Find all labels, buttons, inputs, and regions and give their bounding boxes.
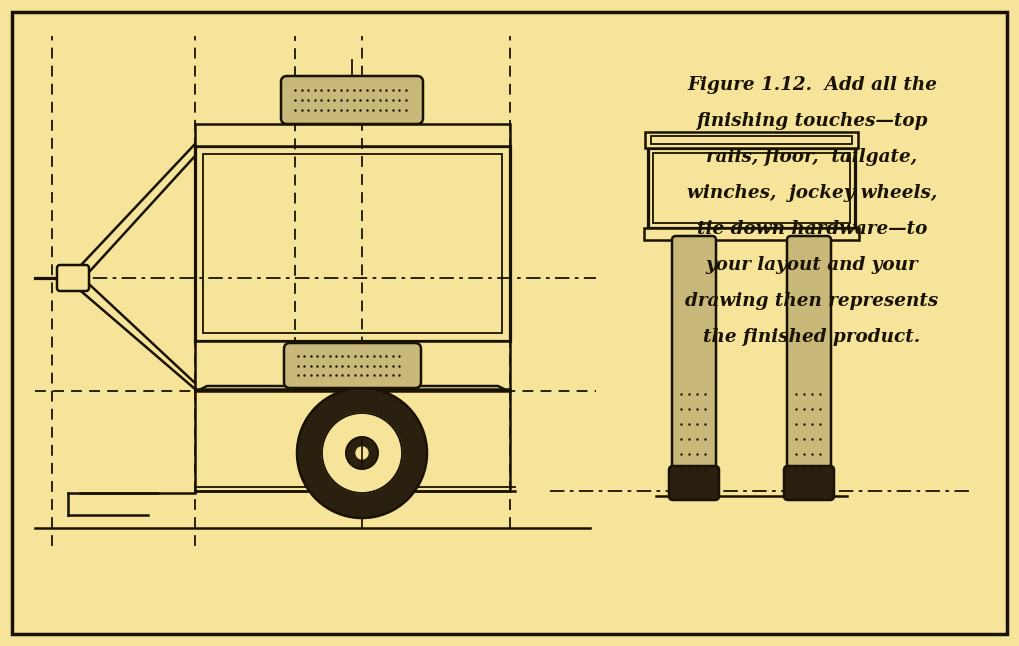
Bar	[645, 132, 858, 148]
Text: winches,  jockey wheels,: winches, jockey wheels,	[687, 184, 937, 202]
Circle shape	[322, 413, 403, 493]
FancyBboxPatch shape	[787, 236, 832, 477]
Text: finishing touches—top: finishing touches—top	[696, 112, 927, 130]
Bar	[648, 148, 855, 228]
Bar	[195, 391, 510, 491]
Text: drawing then represents: drawing then represents	[686, 292, 938, 310]
Circle shape	[346, 437, 378, 469]
Bar	[644, 228, 859, 240]
Circle shape	[356, 447, 368, 459]
Text: your layout and your: your layout and your	[706, 256, 918, 274]
FancyBboxPatch shape	[57, 265, 89, 291]
FancyBboxPatch shape	[784, 466, 834, 500]
FancyBboxPatch shape	[669, 466, 719, 500]
Text: rails, floor,  tailgate,: rails, floor, tailgate,	[706, 148, 917, 166]
Bar	[651, 136, 852, 144]
Text: the finished product.: the finished product.	[703, 328, 920, 346]
Bar	[203, 154, 502, 333]
Text: Figure 1.12.  Add all the: Figure 1.12. Add all the	[687, 76, 937, 94]
FancyBboxPatch shape	[672, 236, 716, 477]
Bar	[195, 341, 510, 391]
Text: tie down hardware—to: tie down hardware—to	[697, 220, 927, 238]
Bar	[195, 124, 510, 146]
FancyBboxPatch shape	[284, 343, 421, 388]
Bar	[195, 146, 510, 341]
Bar	[653, 153, 850, 223]
Circle shape	[297, 388, 427, 518]
FancyBboxPatch shape	[281, 76, 423, 124]
